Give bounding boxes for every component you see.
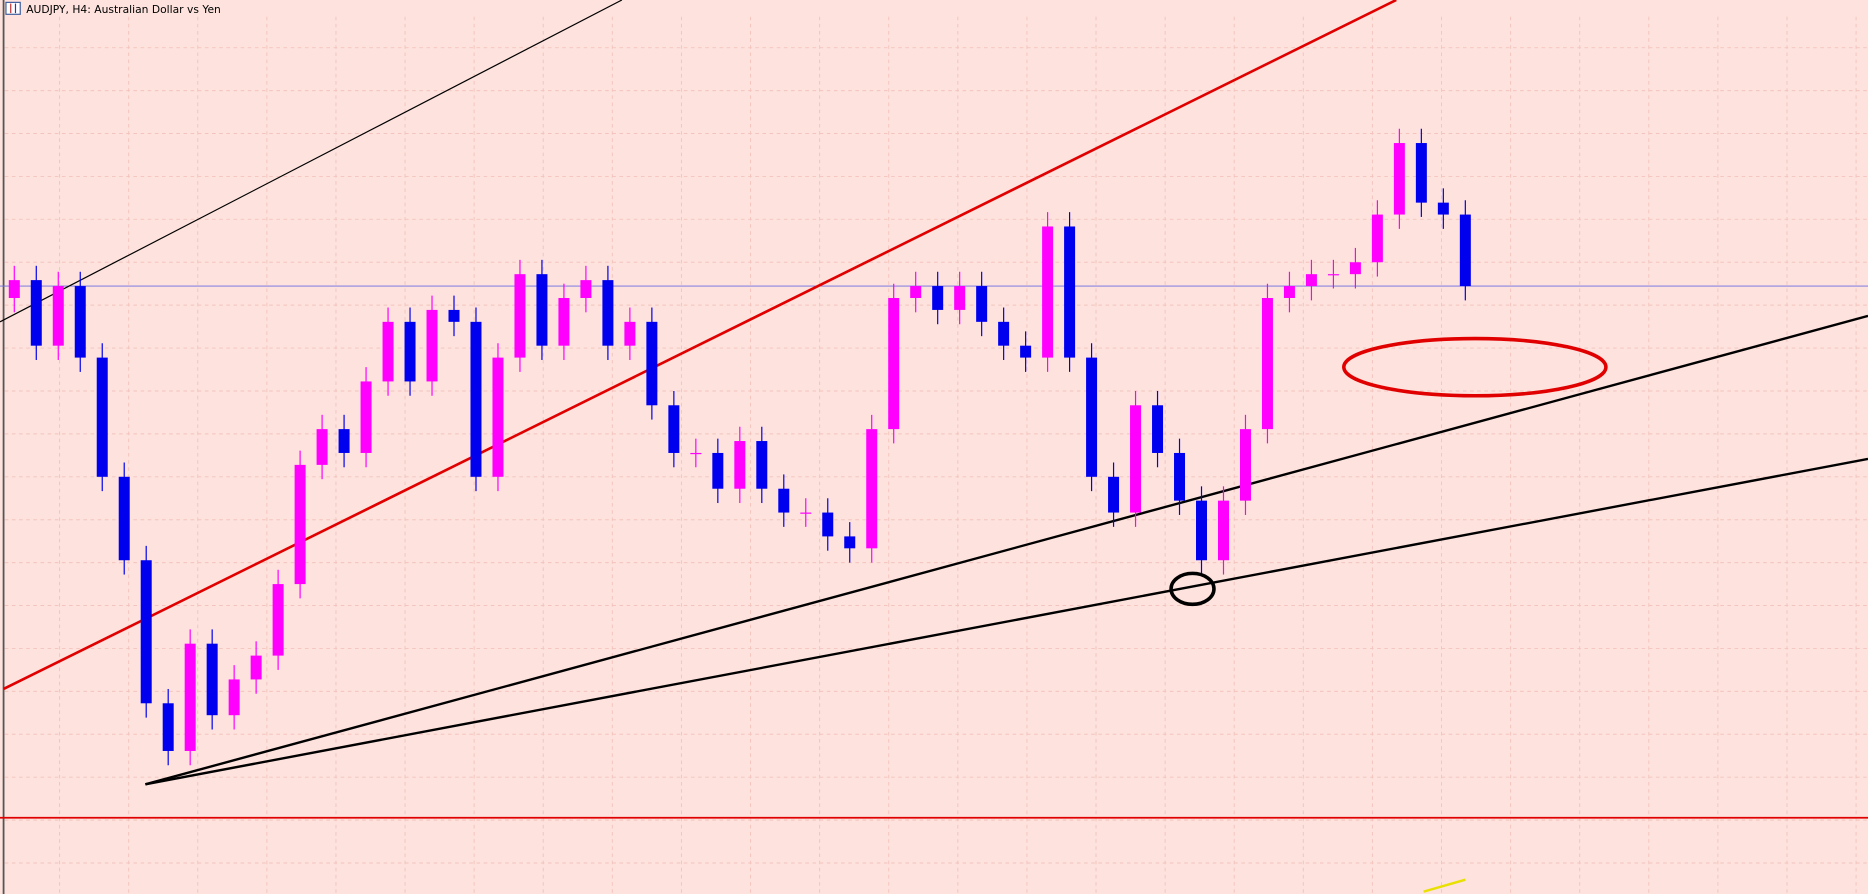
- candle-body: [1042, 226, 1054, 358]
- candle-body: [30, 280, 42, 346]
- candle-body: [1283, 286, 1295, 298]
- candle-body: [1327, 274, 1339, 276]
- highlight-ellipse: [1342, 336, 1608, 398]
- candle-body: [118, 476, 130, 561]
- candle-body: [998, 321, 1010, 346]
- candle-body: [844, 536, 856, 549]
- candle-body: [272, 584, 284, 656]
- candle-body: [1152, 405, 1164, 453]
- candle-body: [1130, 405, 1142, 513]
- candle-body: [602, 280, 614, 346]
- candle-body: [448, 309, 460, 322]
- candle-body: [184, 643, 196, 751]
- trendline: [0, 0, 623, 323]
- candle-body: [316, 429, 328, 465]
- candle-body: [954, 286, 966, 310]
- candle-body: [646, 321, 658, 406]
- candle-body: [1437, 202, 1449, 215]
- candle-body: [1108, 476, 1120, 513]
- candle-body: [74, 286, 86, 358]
- candles: [8, 128, 1471, 766]
- candle-body: [404, 321, 416, 382]
- window-icon: [5, 1, 21, 15]
- candle-body: [1217, 500, 1229, 561]
- candle-body: [1020, 345, 1032, 358]
- candle-body: [338, 429, 350, 453]
- candle-body: [1196, 500, 1208, 561]
- trendline: [145, 314, 1868, 786]
- candle-body: [624, 321, 636, 346]
- candle-body: [778, 488, 790, 513]
- candle-body: [382, 321, 394, 382]
- highlight-ellipse: [1169, 571, 1216, 607]
- candle-body: [580, 280, 592, 298]
- candle-body: [888, 298, 900, 430]
- candle-body: [690, 452, 702, 455]
- candle-body: [492, 357, 504, 477]
- candle-body: [558, 298, 570, 346]
- candle-body: [470, 321, 482, 477]
- candle-body: [96, 357, 108, 477]
- candle-body: [756, 441, 768, 489]
- candle-body: [426, 309, 438, 382]
- candle-body: [866, 429, 878, 549]
- candle-body: [1393, 143, 1405, 215]
- candle-body: [910, 286, 922, 298]
- candle-body: [162, 703, 174, 751]
- candle-body: [250, 655, 262, 680]
- candle-body: [1086, 357, 1098, 477]
- candle-body: [140, 560, 152, 704]
- candle-body: [52, 286, 64, 346]
- candle-body: [1371, 214, 1383, 263]
- trendline: [145, 457, 1868, 786]
- trendline: [1423, 878, 1466, 893]
- candle-body: [1349, 262, 1361, 275]
- candle-body: [514, 274, 526, 358]
- candle-body: [976, 286, 988, 322]
- candle-body: [294, 464, 306, 585]
- candle-body: [1415, 143, 1427, 203]
- candle-body: [1261, 298, 1273, 430]
- candle-body: [228, 679, 240, 716]
- candle-body: [1064, 226, 1076, 358]
- chart-title: AUDJPY, H4: Australian Dollar vs Yen: [26, 3, 221, 16]
- candle-body: [360, 381, 372, 453]
- trendline: [2, 0, 1397, 691]
- candle-body: [536, 274, 548, 346]
- candle-body: [932, 286, 944, 310]
- candle-body: [1305, 274, 1317, 287]
- candle-body: [1459, 214, 1471, 287]
- candle-body: [8, 280, 20, 298]
- candle-body: [822, 512, 834, 537]
- candle-body: [712, 452, 724, 489]
- candle-body: [800, 512, 812, 514]
- candle-body: [206, 643, 218, 716]
- candle-body: [1174, 452, 1186, 501]
- candle-body: [668, 405, 680, 453]
- candle-body: [1239, 429, 1251, 501]
- candle-body: [734, 441, 746, 489]
